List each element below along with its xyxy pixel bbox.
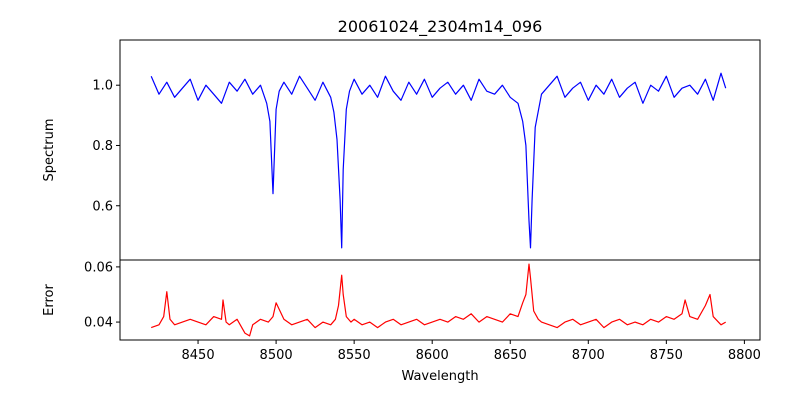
spectrum-y-tick-label: 0.6: [92, 199, 113, 214]
error-y-label: Error: [42, 284, 57, 316]
x-tick-label: 8500: [260, 348, 293, 363]
x-tick-label: 8750: [650, 348, 683, 363]
spectrum-y-axis: 0.6 0.8 1.0: [92, 79, 120, 214]
error-y-tick-label: 0.06: [84, 260, 113, 275]
spectrum-panel: 0.6 0.8 1.0 Spectrum: [42, 39, 761, 261]
error-panel: 0.04 0.06 8450 8500 8550 8600 8650 8700 8750 880…: [42, 259, 761, 384]
x-axis-label: Wavelength: [401, 369, 478, 384]
x-tick-label: 8600: [416, 348, 449, 363]
spectrum-line: [150, 72, 727, 249]
spectrum-y-tick-label: 0.8: [92, 139, 113, 154]
x-tick-label: 8650: [494, 348, 527, 363]
error-y-axis: 0.04 0.06: [84, 260, 120, 331]
error-y-tick-label: 0.04: [84, 316, 113, 331]
error-plot-frame: [119, 259, 761, 341]
spectrum-y-tick-label: 1.0: [92, 79, 113, 94]
x-tick-label: 8800: [728, 348, 761, 363]
wavelength-x-axis: 8450 8500 8550 8600 8650 8700 8750 8800: [182, 340, 761, 363]
spectrum-plot-frame: [119, 39, 761, 261]
error-line: [150, 263, 726, 337]
chart-title: 20061024_2304m14_096: [338, 17, 543, 37]
x-tick-label: 8700: [572, 348, 605, 363]
spectrum-y-label: Spectrum: [42, 119, 57, 182]
x-tick-label: 8450: [182, 348, 215, 363]
x-tick-label: 8550: [338, 348, 371, 363]
